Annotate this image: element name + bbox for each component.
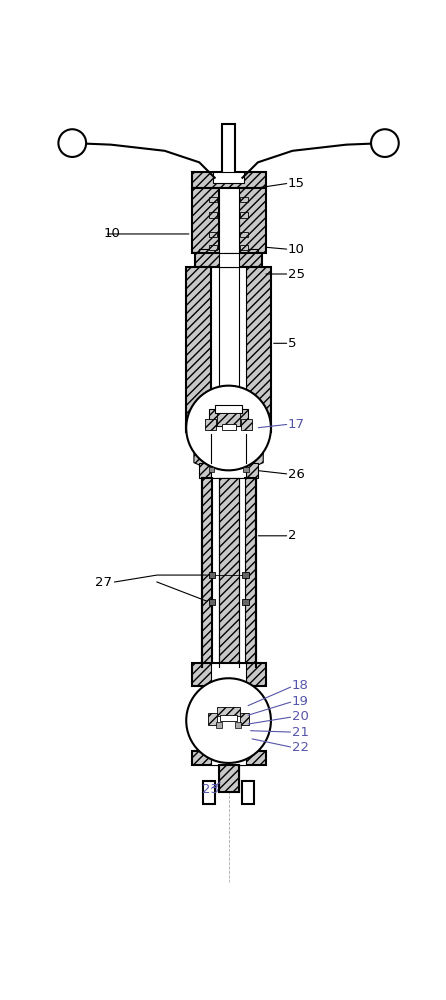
Bar — [240, 197, 248, 202]
Text: 5: 5 — [288, 337, 296, 350]
Text: 2: 2 — [288, 529, 296, 542]
Text: 15: 15 — [288, 177, 305, 190]
Bar — [223, 124, 235, 174]
Text: 27: 27 — [95, 576, 112, 588]
Bar — [243, 466, 248, 472]
Bar — [208, 713, 217, 725]
Bar — [199, 463, 212, 478]
Polygon shape — [246, 434, 263, 465]
Bar — [239, 188, 265, 253]
Bar — [194, 428, 203, 434]
Bar — [243, 572, 248, 578]
Bar — [240, 212, 248, 218]
Text: 19: 19 — [292, 695, 309, 708]
Bar — [220, 715, 237, 721]
Text: 17: 17 — [288, 418, 305, 431]
Bar — [240, 713, 249, 725]
Bar — [211, 463, 246, 478]
Text: 26: 26 — [288, 468, 305, 481]
Bar — [203, 781, 215, 804]
Bar — [202, 478, 212, 667]
Bar — [217, 707, 240, 716]
Bar — [246, 267, 271, 429]
Circle shape — [186, 678, 271, 763]
Text: 20: 20 — [292, 710, 309, 723]
Bar — [209, 572, 215, 578]
Bar — [254, 428, 263, 434]
Bar — [219, 478, 239, 667]
Bar — [241, 419, 252, 430]
Bar — [215, 405, 243, 413]
Bar — [211, 267, 246, 429]
Circle shape — [186, 386, 271, 470]
Bar — [209, 232, 217, 237]
Bar — [199, 249, 219, 253]
Bar — [216, 722, 223, 728]
Bar — [186, 267, 211, 429]
Text: 23: 23 — [202, 783, 219, 796]
Bar — [219, 765, 239, 792]
Bar — [211, 751, 246, 765]
Bar — [222, 424, 235, 430]
Text: 10: 10 — [288, 243, 305, 256]
Bar — [209, 409, 248, 426]
Bar — [219, 188, 239, 253]
Bar — [209, 212, 217, 218]
Bar — [211, 663, 246, 686]
Polygon shape — [194, 434, 211, 465]
Bar — [209, 466, 214, 472]
Text: 21: 21 — [292, 726, 309, 739]
Bar — [209, 599, 215, 605]
Bar — [240, 245, 248, 250]
Bar — [192, 172, 265, 188]
Bar — [239, 249, 258, 253]
Bar — [213, 172, 244, 183]
Bar — [192, 751, 265, 765]
Bar — [206, 419, 216, 430]
Bar — [245, 478, 256, 667]
Bar — [240, 232, 248, 237]
Bar — [212, 478, 245, 667]
Circle shape — [58, 129, 86, 157]
Bar — [245, 463, 258, 478]
Bar — [209, 197, 217, 202]
Text: 25: 25 — [288, 267, 305, 280]
Bar — [217, 413, 240, 426]
Bar — [235, 722, 241, 728]
Bar — [186, 424, 211, 432]
Bar — [195, 253, 262, 267]
Bar — [246, 424, 271, 432]
Bar — [242, 781, 254, 804]
Text: 18: 18 — [292, 679, 309, 692]
Text: 10: 10 — [103, 227, 120, 240]
Circle shape — [371, 129, 399, 157]
Text: 22: 22 — [292, 741, 309, 754]
Bar — [209, 245, 217, 250]
Bar — [243, 599, 248, 605]
Bar — [219, 253, 239, 267]
Bar — [192, 188, 219, 253]
Bar — [192, 663, 265, 686]
